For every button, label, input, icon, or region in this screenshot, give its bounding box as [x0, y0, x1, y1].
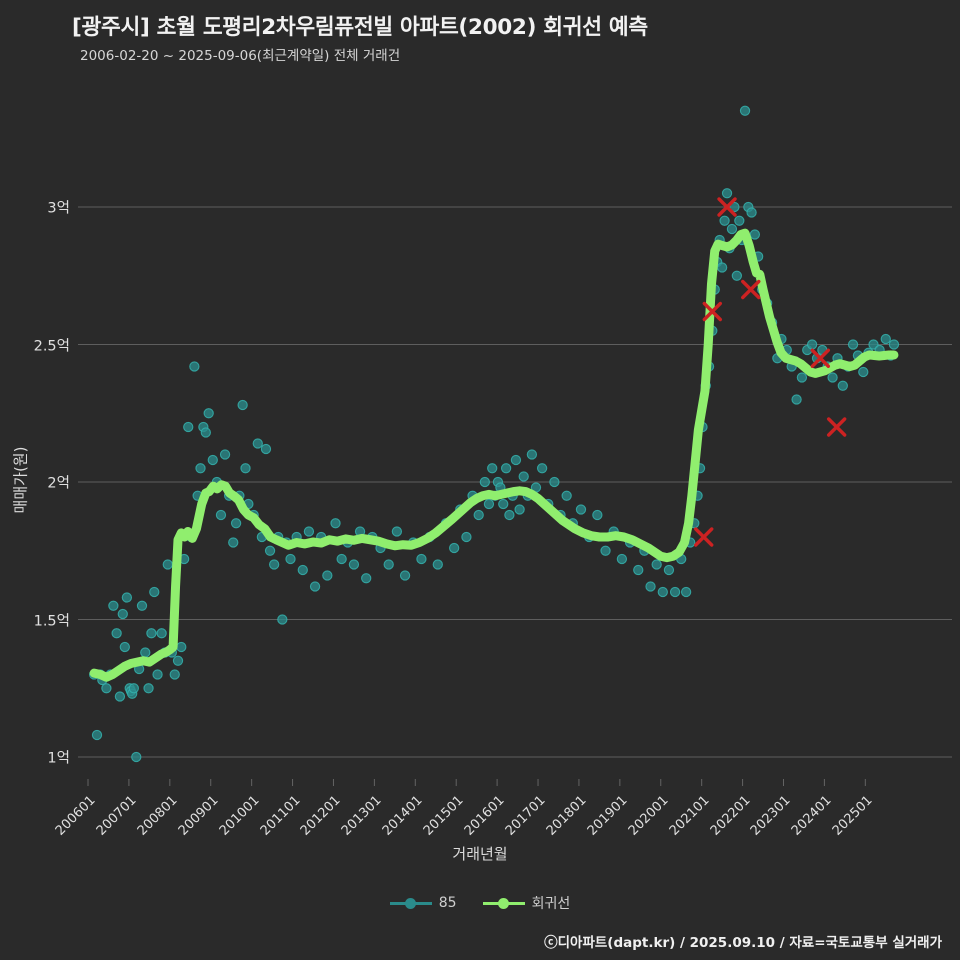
y-tick-label: 1억 [47, 750, 70, 767]
y-tick-label: 1.5억 [33, 613, 70, 629]
y-tick-label: 2.5억 [33, 338, 70, 354]
y-tick-label: 2억 [47, 475, 70, 492]
x-axis-ticks [87, 779, 866, 786]
chart-subtitle: 2006-02-20 ~ 2025-09-06(최근계약일) 전체 거래건 [80, 48, 401, 64]
legend-item-regression[interactable]: 회귀선 [482, 893, 571, 913]
scatter-points [88, 105, 900, 763]
legend-swatch-regression [482, 897, 525, 909]
chart-footer-credit: ⓒ디아파트(dapt.kr) / 2025.09.10 / 자료=국토교통부 실… [544, 935, 942, 951]
regression-line [89, 228, 899, 682]
legend-swatch-85 [389, 897, 432, 909]
x-axis-title: 거래년월 [452, 845, 508, 863]
legend-label-85: 85 [438, 895, 457, 911]
legend-item-85[interactable]: 85 [389, 895, 457, 911]
gridlines [78, 206, 952, 758]
chart-legend: 85 회귀선 [0, 893, 960, 913]
legend-label-regression: 회귀선 [531, 896, 571, 912]
y-tick-label: 3억 [47, 200, 70, 217]
y-axis-title: 매매가(원) [11, 446, 30, 514]
outlier-markers [694, 197, 847, 547]
chart-title: [광주시] 초월 도평리2차우림퓨전빌 아파트(2002) 회귀선 예측 [72, 15, 648, 40]
